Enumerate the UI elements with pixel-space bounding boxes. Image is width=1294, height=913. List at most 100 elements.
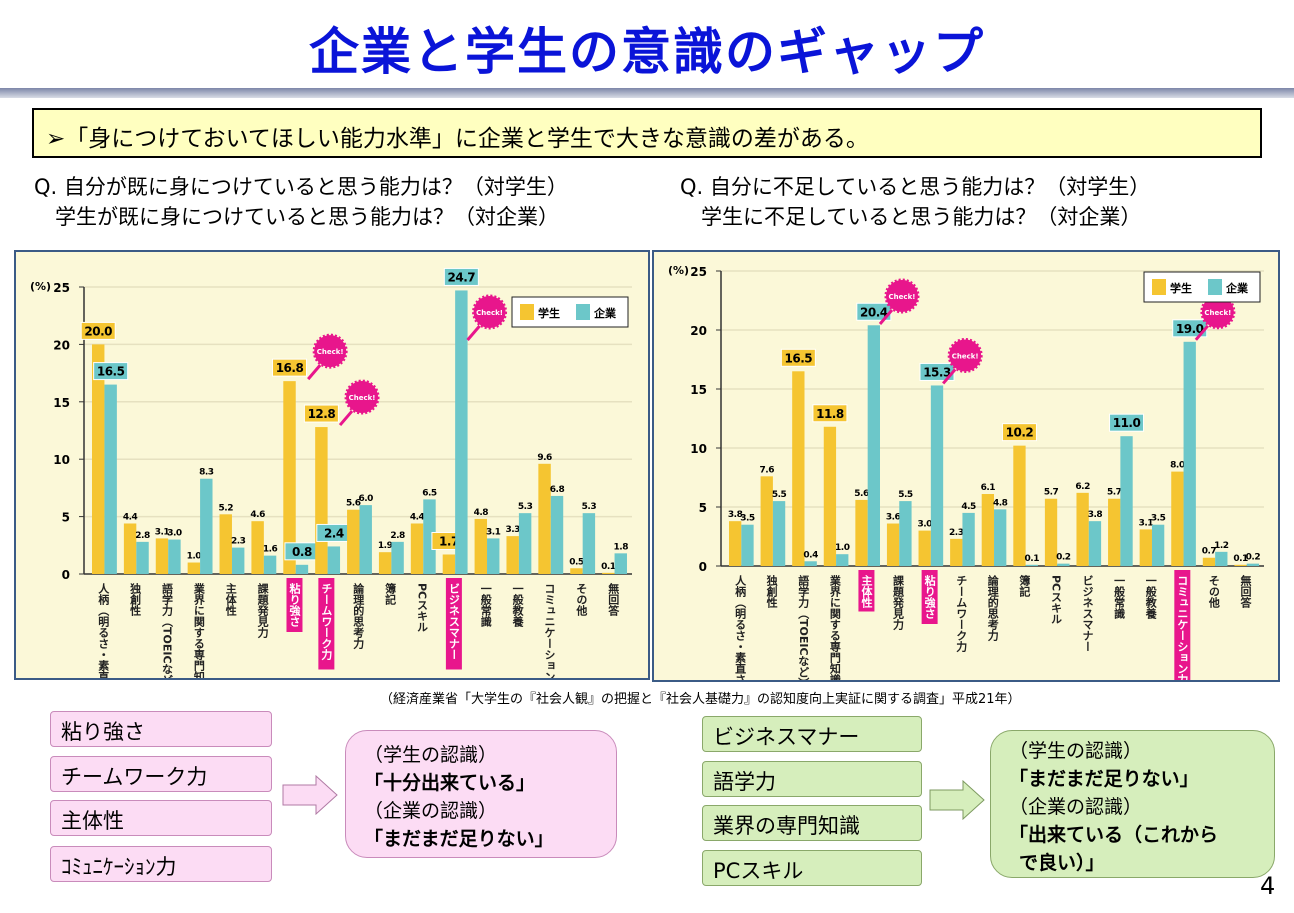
value-label: 16.5 — [97, 365, 125, 379]
x-tick-label: コミュニケーション力 — [1176, 575, 1189, 680]
value-label: 6.5 — [422, 488, 437, 498]
right-item: 業界の専門知識 — [702, 805, 922, 841]
check-badge-text: Check! — [476, 309, 503, 317]
value-label: 3.8 — [1088, 510, 1103, 520]
y-tick-label: 0 — [62, 568, 70, 582]
bar-student — [855, 499, 868, 566]
value-label-box — [272, 358, 308, 377]
value-label: 20.0 — [84, 324, 112, 338]
x-tick-label: ビジネスマナー — [447, 583, 460, 660]
value-label-box — [812, 404, 848, 423]
x-tick-label: 無回答 — [607, 582, 620, 617]
right-conclusion: （学生の認識） 「まだまだ足りない」 （企業の認識） 「出来ている（これから で… — [990, 730, 1275, 878]
x-tick-label: 簿記 — [1018, 574, 1031, 598]
bar-company — [136, 541, 149, 574]
value-label: 3.8 — [728, 510, 743, 520]
bar-student — [538, 463, 551, 574]
page-number: 4 — [1260, 872, 1276, 900]
value-label: 2.4 — [324, 526, 344, 540]
x-tick-label: 粘り強さ — [923, 574, 936, 620]
chart-left: 0 5 10 15 20 25 (%) 20.0 16.5 人柄（明るさ・素直さ等） 4.4 2.8 独… — [14, 250, 650, 715]
bar-student — [123, 523, 137, 574]
value-label: 15.3 — [923, 365, 951, 379]
chart-right: 0 5 10 15 20 25 (%) 3.8 3.5 人柄（明るさ・素直さ等） 7.6 5.5 独創性… — [652, 250, 1280, 707]
check-arrow — [466, 325, 481, 341]
legend-swatch — [1208, 279, 1222, 295]
value-label: 12.8 — [308, 407, 336, 421]
bar-company — [582, 513, 596, 574]
arrow-right-icon — [282, 775, 338, 815]
bar-company — [1025, 564, 1038, 566]
value-label: 20.4 — [860, 305, 888, 319]
x-tick-label: 課題発見力 — [256, 582, 270, 639]
bar-student — [729, 521, 742, 566]
check-arrow — [338, 410, 354, 427]
bar-student — [1076, 492, 1089, 566]
x-tick-label: コミュニケーション力 — [543, 583, 556, 678]
value-label: 5.5 — [772, 490, 787, 500]
bar-student — [219, 514, 232, 574]
value-label: 5.7 — [1107, 488, 1122, 498]
bar-student — [1139, 529, 1152, 566]
value-label: 4.6 — [250, 510, 265, 520]
highlight-label-bg — [445, 578, 462, 670]
bubble-line: 「まだまだ足りない」 — [1009, 768, 1199, 790]
value-label: 5.7 — [1044, 488, 1059, 498]
bar-company — [231, 547, 245, 574]
value-label: 0.8 — [292, 545, 312, 559]
question-left: Q. 自分が既に身につけていると思う能力は？（対学生） 学生が既に身につけている… — [34, 172, 568, 232]
value-label: 0.7 — [1202, 547, 1217, 557]
bar-company — [614, 553, 627, 574]
value-label: 4.8 — [474, 508, 489, 518]
question-line: 学生に不足していると思う能力は？（対企業） — [680, 205, 1142, 229]
question-line: Q. 自分に不足していると思う能力は？（対学生） — [680, 175, 1151, 199]
check-arrow — [307, 364, 322, 381]
question-line: 学生が既に身につけていると思う能力は？（対企業） — [34, 205, 559, 229]
title-divider — [0, 88, 1294, 98]
value-label: 0.2 — [1056, 553, 1071, 563]
check-badge-text: Check! — [349, 394, 376, 402]
bar-student — [187, 562, 201, 574]
check-badge — [344, 379, 380, 415]
x-tick-label: チームワーク力 — [955, 575, 968, 653]
right-item: PCスキル — [702, 850, 922, 886]
value-label: 3.1 — [486, 527, 501, 537]
bar-student — [1044, 498, 1058, 566]
bar-student — [792, 371, 805, 566]
x-tick-label: PCスキル — [416, 583, 429, 632]
bar-company — [327, 546, 341, 574]
x-tick-label: 論理的思考力 — [352, 582, 365, 650]
check-badge — [472, 294, 508, 330]
value-label: 1.0 — [835, 543, 850, 553]
bar-company — [455, 290, 468, 574]
bar-company — [836, 554, 849, 566]
check-badge — [884, 278, 920, 314]
value-label: 0.1 — [1233, 554, 1248, 564]
x-tick-label: 一般教養 — [1144, 575, 1158, 620]
highlight-label-bg — [921, 570, 938, 624]
source-note: （経済産業省「大学生の『社会人観』の把握と『社会人基礎力』の認知度向上実証に関す… — [380, 692, 1021, 707]
bar-student — [442, 554, 456, 574]
bar-student — [950, 538, 963, 566]
left-item: チームワーク力 — [50, 756, 272, 792]
bar-company — [1246, 563, 1260, 566]
value-label: 8.0 — [1170, 461, 1185, 471]
x-tick-label: 主体性 — [860, 574, 873, 609]
value-label: 1.9 — [378, 541, 393, 551]
bar-student — [283, 381, 296, 574]
x-tick-label: 一般教養 — [511, 583, 524, 628]
value-label: 0.4 — [803, 550, 818, 560]
value-label: 2.3 — [231, 537, 246, 547]
bar-company — [518, 513, 532, 574]
bar-student — [378, 552, 392, 574]
bubble-line: 「出来ている（これから — [1009, 824, 1219, 846]
value-label: 19.0 — [1176, 322, 1204, 336]
y-tick-label: 20 — [53, 338, 70, 352]
bar-company — [1057, 563, 1070, 566]
legend-label: 企業 — [1225, 281, 1249, 295]
value-label: 1.2 — [1214, 541, 1229, 551]
check-arrow — [878, 309, 894, 325]
bar-student — [315, 427, 328, 574]
value-label: 5.6 — [346, 499, 361, 509]
bubble-line: で良い）」 — [1019, 852, 1105, 874]
